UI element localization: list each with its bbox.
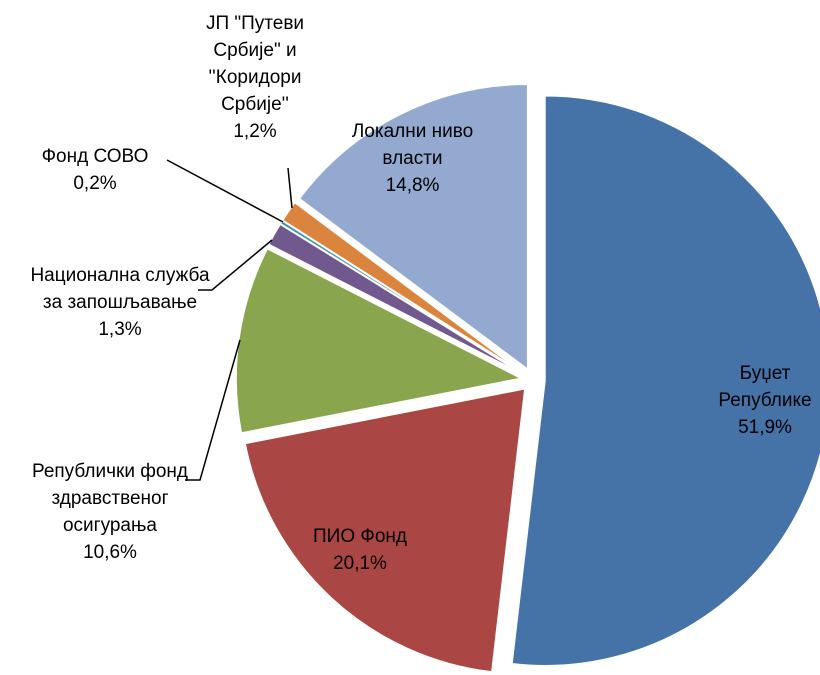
value-label: 0,2% [73,173,117,194]
category-name: ПИО Фонд [313,526,407,547]
category-name: Локални ниво власти [351,121,474,169]
leader-line [287,167,293,209]
leader-line [198,239,273,291]
slice-label: Републички фонд здравственог осигурања 10… [20,458,200,566]
category-name: Фонд СОВО [41,146,149,167]
value-label: 1,2% [233,121,277,142]
slice-label: Буџет Републике 51,9% [700,360,820,441]
category-name: Буџет Републике [718,363,812,411]
pie-slice [235,247,524,434]
leader-line [185,339,241,481]
pie-slice [511,94,820,667]
value-label: 20,1% [333,553,387,574]
category-name: ЈП "Путеви Србије" и ''Коридори Србије'' [205,13,305,115]
slice-label: Национална служба за запошљавање 1,3% [30,262,210,343]
pie-slice [281,201,524,374]
pie-slice [298,83,529,371]
value-label: 1,3% [98,319,142,340]
value-label: 51,9% [738,417,792,438]
slice-label: ЈП "Путеви Србије" и ''Коридори Србије''… [180,10,330,145]
category-name: Републички фонд здравственог осигурања [31,461,189,536]
slice-label: Локални ниво власти 14,8% [320,118,505,199]
slice-label: ПИО Фонд 20,1% [290,523,430,577]
slice-label: Фонд СОВО 0,2% [20,143,170,197]
category-name: Национална служба за запошљавање [30,265,210,313]
value-label: 10,6% [83,542,137,563]
pie-slice [244,387,526,673]
value-label: 14,8% [385,175,440,196]
leader-line [166,159,284,223]
